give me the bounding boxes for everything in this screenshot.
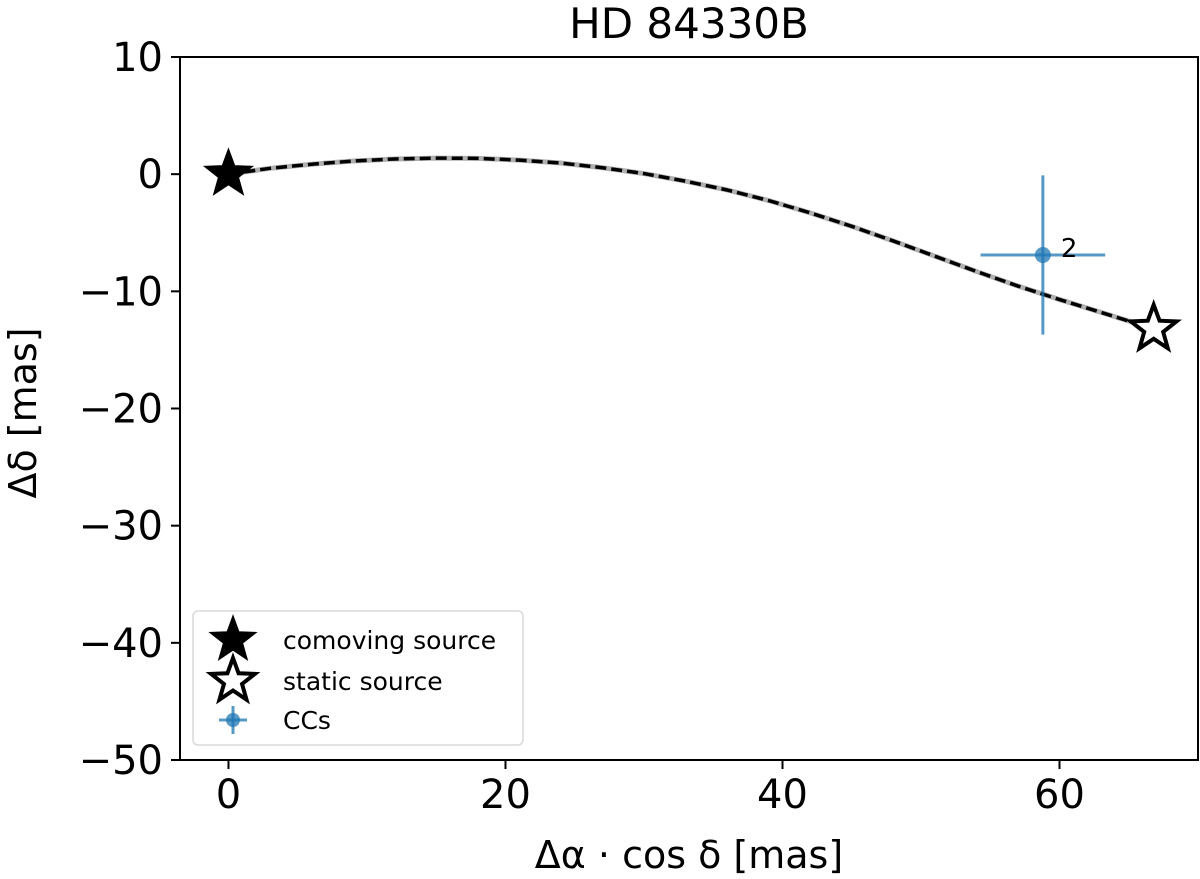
static-source-marker (1125, 299, 1182, 353)
y-tick-label: −10 (79, 269, 163, 315)
legend-item: comoving source (208, 614, 496, 661)
x-tick-label: 40 (757, 772, 808, 818)
track-line (228, 156, 1155, 331)
y-axis-label: Δδ [mas] (1, 327, 45, 498)
legend-label: CCs (283, 706, 331, 735)
y-axis: 10 0 −10 −20 −30 −40 −50 (79, 35, 180, 784)
x-tick-label: 0 (216, 772, 241, 818)
legend-label: comoving source (283, 626, 496, 655)
legend-open-star-icon (205, 652, 261, 705)
y-tick-label: −30 (79, 504, 163, 550)
comoving-source-marker (202, 147, 255, 196)
legend-cc-point-icon (226, 713, 240, 727)
legend-item: static source (205, 652, 443, 705)
y-tick-label: −20 (79, 387, 163, 433)
y-tick-label: 10 (112, 35, 163, 81)
x-axis-label: Δα · cos δ [mas] (535, 833, 843, 877)
cc-marker (1034, 247, 1051, 264)
cc-point: 2 (980, 175, 1106, 335)
x-tick-label: 60 (1034, 772, 1085, 818)
x-axis: 0 20 40 60 (216, 760, 1085, 818)
cc-annotation: 2 (1061, 234, 1078, 264)
y-tick-label: −50 (79, 738, 163, 784)
y-tick-label: −40 (79, 621, 163, 667)
legend-item: CCs (219, 706, 331, 735)
y-tick-label: 0 (138, 152, 163, 198)
legend-filled-star-icon (208, 614, 258, 661)
x-tick-label: 20 (480, 772, 531, 818)
legend-label: static source (283, 667, 443, 696)
legend-box (192, 610, 524, 746)
legend: comoving source static source CCs (192, 610, 524, 746)
chart-title: HD 84330B (569, 0, 809, 48)
